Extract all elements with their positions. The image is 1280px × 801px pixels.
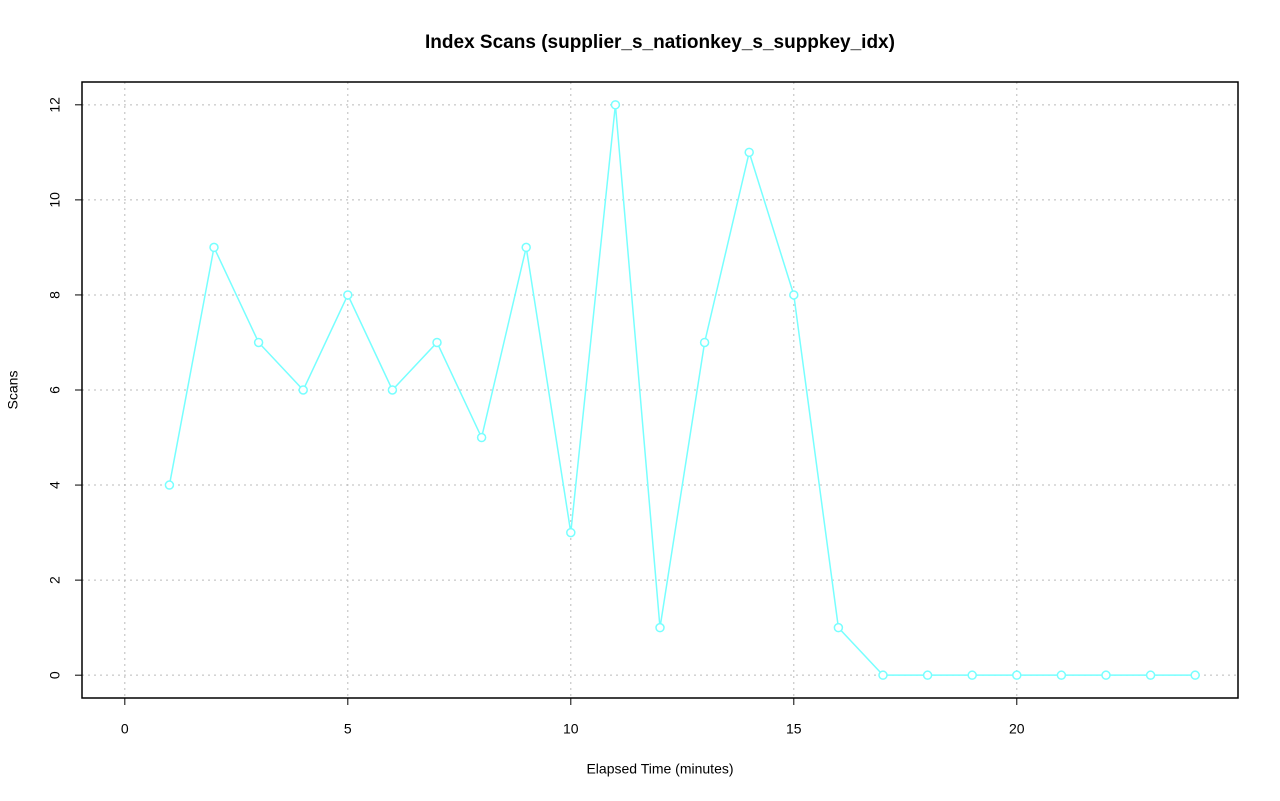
point [967, 670, 977, 680]
point [1012, 670, 1022, 680]
point [878, 670, 888, 680]
point [343, 290, 353, 300]
point [655, 622, 665, 633]
line [168, 104, 1196, 676]
y-tick-label: 0 [47, 671, 63, 679]
y-tick-label: 12 [47, 97, 63, 113]
point [744, 147, 754, 158]
point [164, 480, 175, 490]
x-tick-label: 5 [344, 721, 352, 737]
plot-frame [81, 81, 1239, 699]
point [298, 385, 308, 395]
point [833, 622, 844, 633]
y-tick-label: 10 [47, 192, 63, 208]
point [387, 385, 398, 395]
point [922, 670, 933, 680]
point [521, 242, 531, 253]
point [566, 527, 576, 538]
y-tick-label: 6 [47, 386, 63, 394]
point [209, 242, 219, 253]
y-axis-label: Scans [5, 371, 21, 410]
point [1145, 670, 1156, 680]
point [1101, 670, 1111, 680]
point [699, 337, 710, 348]
x-tick-label: 20 [1009, 721, 1025, 737]
x-axis-label: Elapsed Time (minutes) [586, 761, 733, 777]
x-tick-label: 0 [121, 721, 129, 737]
point [1056, 670, 1067, 680]
x-tick-label: 10 [563, 721, 579, 737]
y-tick-label: 2 [47, 576, 63, 584]
point [432, 337, 442, 348]
point [476, 432, 487, 443]
point [253, 337, 264, 348]
point [1190, 670, 1200, 680]
y-tick-label: 8 [47, 291, 63, 299]
chart-title: Index Scans (supplier_s_nationkey_s_supp… [425, 32, 895, 53]
point [789, 290, 799, 300]
point [610, 100, 621, 110]
x-tick-label: 15 [786, 721, 802, 737]
y-tick-label: 4 [47, 481, 63, 489]
